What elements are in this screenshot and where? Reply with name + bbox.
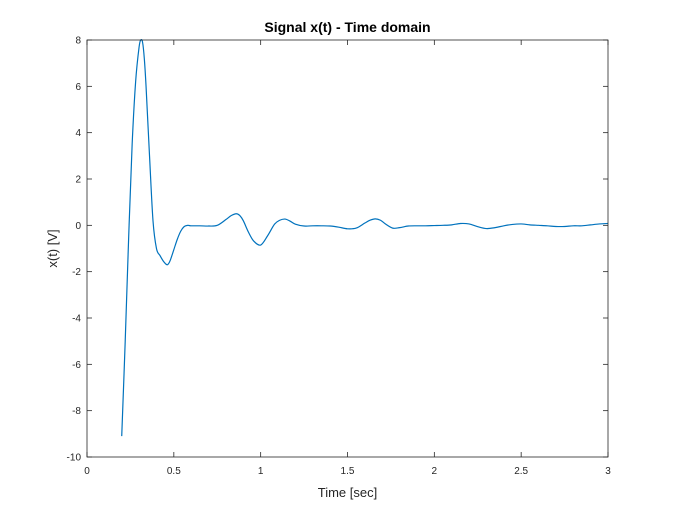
x-tick-label: 0.5 — [167, 466, 181, 477]
y-tick-label: -10 — [67, 453, 82, 464]
y-tick-label: 2 — [75, 175, 81, 186]
y-tick-label: 4 — [75, 128, 81, 139]
y-tick-label: -8 — [72, 406, 81, 417]
y-tick-label: -6 — [72, 360, 81, 371]
y-tick-label: 6 — [75, 82, 81, 93]
x-tick-label: 1.5 — [341, 466, 355, 477]
y-tick-label: -2 — [72, 267, 81, 278]
x-axis-label: Time [sec] — [318, 485, 377, 500]
x-tick-label: 0 — [84, 466, 90, 477]
x-tick-label: 3 — [605, 466, 611, 477]
y-tick-label: 8 — [75, 36, 81, 47]
plot-area — [87, 40, 608, 457]
x-tick-label: 1 — [258, 466, 264, 477]
axis-ticks: 0 0.5 1 1.5 2 2.5 3 -10 -8 -6 -4 -2 0 2 4 6 8 — [67, 36, 612, 478]
chart-title: Signal x(t) - Time domain — [264, 19, 430, 35]
axes-box — [86, 39, 609, 458]
x-tick-label: 2 — [432, 466, 438, 477]
y-axis-label: x(t) [V] — [45, 229, 60, 267]
y-tick-label: -4 — [72, 314, 81, 325]
y-tick-label: 0 — [75, 221, 81, 232]
x-tick-label: 2.5 — [514, 466, 528, 477]
series-group — [121, 38, 609, 437]
series-line — [121, 38, 609, 437]
